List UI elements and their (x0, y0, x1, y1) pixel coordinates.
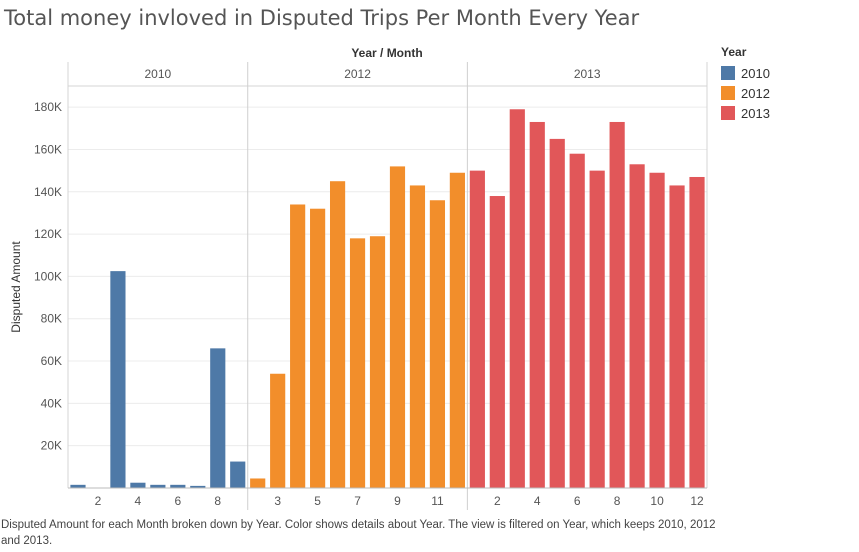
legend-swatch (721, 86, 735, 100)
legend-swatch (721, 106, 735, 120)
legend-label: 2010 (741, 65, 770, 81)
bar-2013-m9 (629, 164, 645, 488)
y-tick-label: 120K (34, 227, 62, 241)
bar-2010-m1 (70, 484, 86, 488)
chart-title: Total money invloved in Disputed Trips P… (4, 6, 640, 30)
bar-2013-m10 (649, 172, 665, 488)
legend: Year 2010 2012 2013 (721, 45, 770, 123)
x-tick-label: 6 (174, 494, 181, 508)
legend-item-2012[interactable]: 2012 (721, 83, 770, 103)
bar-2013-m1 (469, 170, 485, 488)
x-tick-label: 2 (494, 494, 501, 508)
bar-2012-m11 (429, 200, 446, 488)
bar-2012-m2 (250, 478, 266, 488)
bar-2010-m8 (210, 348, 226, 488)
y-tick-label: 180K (34, 100, 62, 114)
y-tick-label: 60K (41, 354, 62, 368)
bar-2010-m9 (230, 461, 246, 488)
y-tick-label: 20K (41, 439, 62, 453)
bar-2012-m9 (389, 166, 406, 488)
legend-title: Year (721, 45, 747, 59)
y-axis-title: Disputed Amount (9, 241, 23, 333)
y-tick-label: 80K (41, 312, 62, 326)
legend-label: 2012 (741, 85, 770, 101)
x-tick-label: 5 (314, 494, 321, 508)
bar-2010-m6 (170, 484, 186, 488)
bar-2012-m8 (369, 236, 386, 488)
x-tick-label: 12 (690, 494, 704, 508)
x-tick-label: 8 (614, 494, 621, 508)
x-tick-label: 4 (534, 494, 541, 508)
bar-2010-m4 (130, 482, 146, 488)
bar-2013-m7 (589, 170, 605, 488)
bar-2013-m5 (549, 138, 565, 489)
bar-2012-m3 (270, 373, 286, 488)
bar-2012-m7 (349, 238, 366, 488)
bar-2013-m12 (689, 176, 705, 488)
column-header-label: Year / Month (351, 46, 423, 60)
y-tick-label: 140K (34, 185, 62, 199)
panel-header-2013: 2013 (574, 67, 601, 81)
bar-2013-m4 (529, 121, 545, 489)
bar-2010-m5 (150, 484, 166, 488)
x-tick-label: 9 (394, 494, 401, 508)
legend-item-2013[interactable]: 2013 (721, 103, 770, 123)
chart-caption: Disputed Amount for each Month broken do… (1, 519, 716, 547)
x-tick-label: 3 (274, 494, 281, 508)
bar-2013-m6 (569, 153, 585, 488)
x-tick-label: 7 (354, 494, 361, 508)
bar-2010-m3 (110, 271, 126, 488)
y-tick-label: 160K (34, 142, 62, 156)
legend-label: 2013 (741, 105, 770, 121)
y-tick-label: 40K (41, 396, 62, 410)
x-tick-label: 11 (431, 494, 444, 508)
bar-2013-m2 (489, 196, 505, 488)
bar-2012-m12 (449, 172, 465, 488)
x-tick-label: 10 (650, 494, 664, 508)
bar-2010-m7 (190, 485, 206, 488)
x-tick-label: 4 (135, 494, 142, 508)
y-tick-label: 100K (34, 269, 62, 283)
panel-header-2012: 2012 (344, 67, 371, 81)
bar-2013-m11 (669, 185, 685, 488)
bar-2013-m8 (609, 121, 625, 489)
bar-2012-m10 (409, 185, 426, 488)
x-tick-label: 8 (214, 494, 221, 508)
panel-header-2010: 2010 (145, 67, 172, 81)
x-tick-label: 2 (95, 494, 102, 508)
bar-2012-m5 (310, 208, 326, 488)
legend-item-2010[interactable]: 2010 (721, 63, 770, 83)
legend-swatch (721, 66, 735, 80)
bar-2013-m3 (509, 109, 525, 488)
bar-2012-m4 (290, 204, 306, 489)
bar-2012-m6 (329, 181, 346, 489)
x-tick-label: 6 (574, 494, 581, 508)
